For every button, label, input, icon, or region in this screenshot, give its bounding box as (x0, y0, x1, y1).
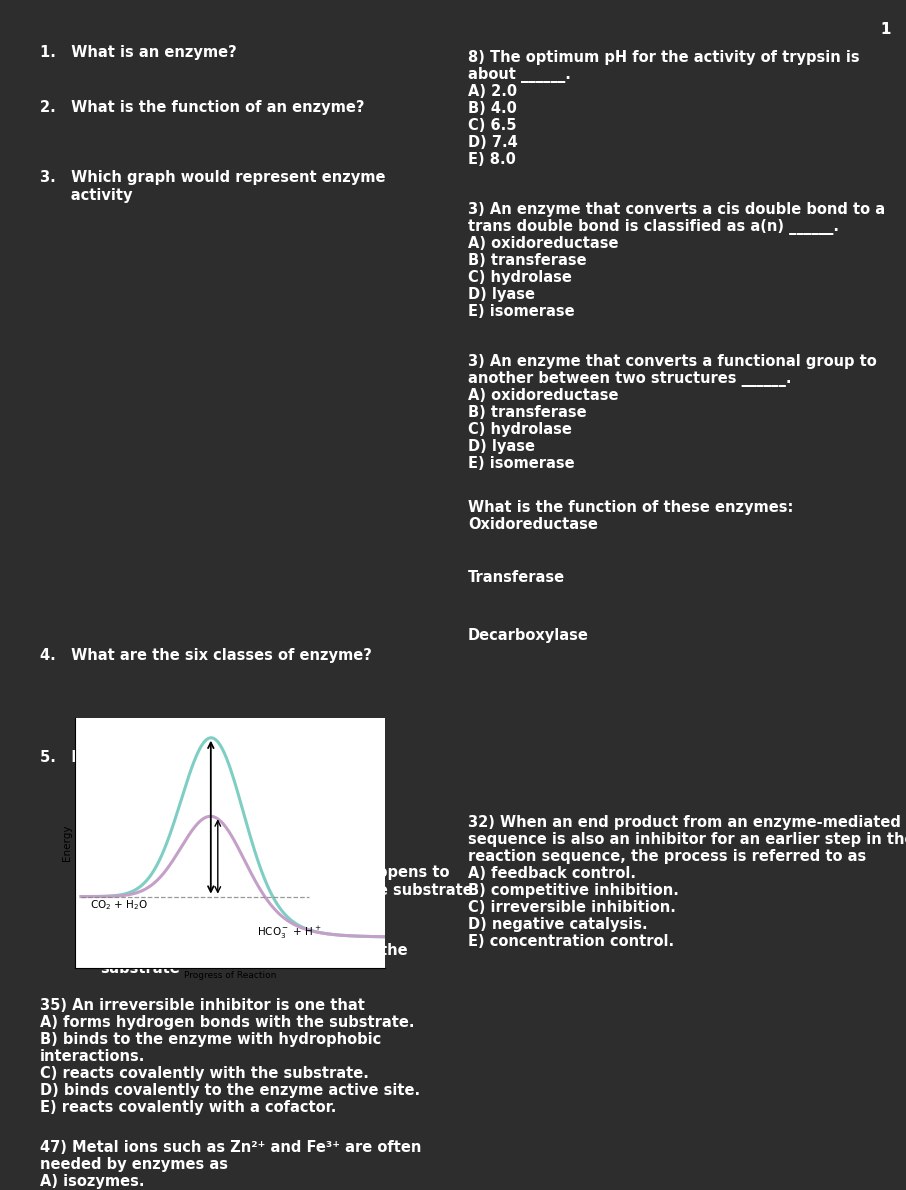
Text: 4.   What are the six classes of enzyme?: 4. What are the six classes of enzyme? (40, 649, 371, 663)
Text: another between two structures ______.: another between two structures ______. (468, 371, 792, 387)
Text: 32) When an end product from an enzyme-mediated: 32) When an end product from an enzyme-m… (468, 815, 901, 829)
Text: D) negative catalysis.: D) negative catalysis. (468, 917, 648, 932)
Text: E) isomerase: E) isomerase (468, 456, 574, 471)
Text: B) transferase: B) transferase (468, 405, 586, 420)
Text: 47) Metal ions such as Zn²⁺ and Fe³⁺ are often: 47) Metal ions such as Zn²⁺ and Fe³⁺ are… (40, 1140, 421, 1155)
Text: D) lyase: D) lyase (468, 439, 535, 455)
Text: What is the function of these enzymes:: What is the function of these enzymes: (468, 500, 794, 515)
Text: E) 8.0: E) 8.0 (468, 152, 516, 167)
Text: A) 2.0: A) 2.0 (468, 84, 517, 99)
Text: activity: activity (40, 188, 132, 203)
Text: substrate: substrate (100, 962, 179, 976)
Text: 35) An irreversible inhibitor is one that: 35) An irreversible inhibitor is one tha… (40, 998, 365, 1013)
Text: about ______.: about ______. (468, 67, 571, 83)
Text: the shape of the enzyme when the substrate: the shape of the enzyme when the substra… (100, 883, 473, 898)
Text: A) forms hydrogen bonds with the substrate.: A) forms hydrogen bonds with the substra… (40, 1015, 415, 1031)
Text: In the induced-fit model, what happens to: In the induced-fit model, what happens t… (100, 865, 449, 879)
Text: 1: 1 (880, 21, 891, 37)
Text: 3.   Which graph would represent enzyme: 3. Which graph would represent enzyme (40, 170, 385, 184)
Text: binds?: binds? (100, 901, 154, 916)
Text: Oxidoreductase: Oxidoreductase (468, 516, 598, 532)
Text: D) binds covalently to the enzyme active site.: D) binds covalently to the enzyme active… (40, 1083, 420, 1098)
Text: needed by enzymes as: needed by enzymes as (40, 1157, 228, 1172)
Text: A) isozymes.: A) isozymes. (40, 1175, 144, 1189)
Text: B) competitive inhibition.: B) competitive inhibition. (468, 883, 679, 898)
Text: C) hydrolase: C) hydrolase (468, 422, 572, 437)
Text: E) concentration control.: E) concentration control. (468, 934, 674, 948)
Text: trans double bond is classified as a(n) ______.: trans double bond is classified as a(n) … (468, 219, 839, 234)
Text: Decarboxylase: Decarboxylase (468, 628, 589, 643)
Text: 2.   What is the function of an enzyme?: 2. What is the function of an enzyme? (40, 100, 364, 115)
Text: 3) An enzyme that converts a cis double bond to a: 3) An enzyme that converts a cis double … (468, 202, 885, 217)
Text: D) lyase: D) lyase (468, 287, 535, 302)
Text: B) binds to the enzyme with hydrophobic: B) binds to the enzyme with hydrophobic (40, 1032, 381, 1047)
Text: C) 6.5: C) 6.5 (468, 118, 516, 133)
Text: B.  adapts to the shape of the: B. adapts to the shape of the (160, 942, 408, 958)
Text: 5.   Explain a competitive inhibitor: 5. Explain a competitive inhibitor (40, 750, 326, 765)
Text: 8) The optimum pH for the activity of trypsin is: 8) The optimum pH for the activity of tr… (468, 50, 860, 65)
Text: A) oxidoreductase: A) oxidoreductase (468, 388, 619, 403)
Text: B) 4.0: B) 4.0 (468, 101, 517, 115)
Text: 1.   What is an enzyme?: 1. What is an enzyme? (40, 45, 236, 60)
Y-axis label: Energy: Energy (63, 825, 72, 862)
Text: interactions.: interactions. (40, 1050, 145, 1064)
Text: A.  stays the same: A. stays the same (160, 925, 313, 940)
Text: 1: 1 (880, 21, 891, 37)
Text: C) reacts covalently with the substrate.: C) reacts covalently with the substrate. (40, 1066, 369, 1081)
Text: B) transferase: B) transferase (468, 253, 586, 268)
Text: C) hydrolase: C) hydrolase (468, 270, 572, 284)
Text: sequence is also an inhibitor for an earlier step in the: sequence is also an inhibitor for an ear… (468, 832, 906, 847)
Text: HCO$_3^-$ + H$^+$: HCO$_3^-$ + H$^+$ (257, 925, 322, 941)
Text: E) isomerase: E) isomerase (468, 303, 574, 319)
Text: 3) An enzyme that converts a functional group to: 3) An enzyme that converts a functional … (468, 353, 877, 369)
Text: A) feedback control.: A) feedback control. (468, 866, 636, 881)
Text: A) oxidoreductase: A) oxidoreductase (468, 236, 619, 251)
X-axis label: Progress of Reaction: Progress of Reaction (184, 971, 276, 979)
Text: D) 7.4: D) 7.4 (468, 134, 517, 150)
Text: CO$_2$ + H$_2$O: CO$_2$ + H$_2$O (91, 898, 149, 913)
Text: Transferase: Transferase (468, 570, 565, 585)
Text: E) reacts covalently with a cofactor.: E) reacts covalently with a cofactor. (40, 1100, 336, 1115)
Text: reaction sequence, the process is referred to as: reaction sequence, the process is referr… (468, 848, 866, 864)
Text: C) irreversible inhibition.: C) irreversible inhibition. (468, 900, 676, 915)
